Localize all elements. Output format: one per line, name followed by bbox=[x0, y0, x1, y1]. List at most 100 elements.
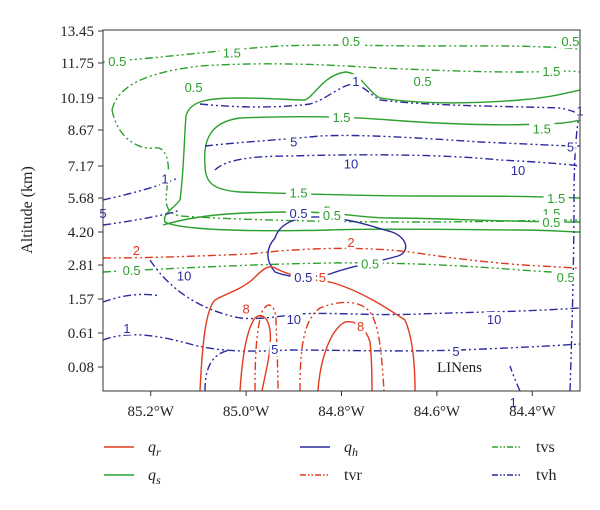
tvh-contour-5-left bbox=[103, 209, 181, 226]
contour-label: 10 bbox=[487, 312, 501, 327]
tvh-contour-1-low bbox=[103, 293, 161, 303]
contour-label-bg bbox=[508, 395, 519, 410]
contour-label: 0.5 bbox=[185, 80, 203, 95]
tvr-contour-2 bbox=[103, 247, 580, 269]
contour-label-bg bbox=[485, 311, 504, 326]
tvs-contour-1.5-top bbox=[111, 63, 580, 111]
contour-label: 2 bbox=[133, 243, 140, 258]
contour-label: 5 bbox=[271, 342, 278, 357]
contour-label-bg bbox=[355, 319, 366, 334]
contour-label: 0.5 bbox=[542, 215, 560, 230]
contour-label-bg bbox=[285, 205, 312, 220]
contour-label-bg bbox=[345, 234, 357, 249]
contour-label-bg bbox=[557, 34, 584, 49]
legend-label: tvr bbox=[344, 467, 362, 484]
qr-contour-5-left bbox=[199, 266, 416, 391]
contour-label: 8 bbox=[357, 319, 364, 334]
legend-label: tvh bbox=[536, 467, 556, 484]
contour-label: 8 bbox=[242, 301, 249, 316]
contour-label: 0.5 bbox=[361, 256, 379, 271]
tvh-contour-1-corner bbox=[509, 365, 521, 391]
y-tick-label: 13.45 bbox=[60, 24, 94, 40]
contour-label: 5 bbox=[319, 270, 326, 285]
tvh-contour-10 bbox=[214, 154, 580, 171]
contour-label: 1 bbox=[161, 171, 168, 186]
contour-label: 0.5 bbox=[557, 270, 575, 285]
contour-lines bbox=[103, 44, 580, 391]
contour-label: 0.5 bbox=[123, 263, 141, 278]
x-tick-label: 85.0°W bbox=[223, 404, 270, 420]
contour-label: 0.5 bbox=[342, 34, 360, 49]
contour-label: 5 bbox=[567, 139, 574, 154]
y-tick-label: 5.68 bbox=[68, 191, 94, 207]
contour-label: 1 bbox=[352, 74, 359, 89]
tvs-contour-right bbox=[111, 109, 580, 223]
contour-label-bg bbox=[240, 301, 252, 316]
x-tick-label: 84.6°W bbox=[414, 404, 461, 420]
y-tick-label: 0.61 bbox=[68, 326, 94, 342]
contour-label: 0.5 bbox=[323, 208, 341, 223]
contour-label-bg bbox=[219, 45, 245, 60]
y-tick-label: 11.75 bbox=[61, 56, 94, 72]
contour-label: 10 bbox=[344, 156, 358, 171]
qh-contour-0.5 bbox=[267, 216, 407, 278]
tvh-contour-1-bottom bbox=[103, 334, 580, 352]
contour-label: 0.5 bbox=[414, 74, 432, 89]
qr-contour-inner bbox=[239, 314, 272, 391]
contour-label-bg bbox=[319, 208, 345, 223]
legend: qr qs qh tvr tvs tvh bbox=[104, 439, 556, 487]
tvs-contour-0.5-top bbox=[103, 44, 580, 63]
contour-label-bg bbox=[409, 74, 436, 89]
tvh-contour-5-upper bbox=[204, 134, 580, 147]
contour-label-bg bbox=[104, 54, 130, 68]
contour-label: 2 bbox=[347, 235, 354, 250]
contour-label-bg bbox=[350, 74, 362, 89]
contour-label: 5 bbox=[452, 344, 459, 359]
y-tick-label: 8.67 bbox=[68, 123, 95, 139]
x-tick-label: 85.2°W bbox=[127, 404, 174, 420]
tvr-contour-8-right bbox=[299, 301, 385, 391]
tvs-contour-low bbox=[103, 262, 580, 275]
tvr-contour-8-left bbox=[254, 304, 279, 391]
contour-label-bg bbox=[328, 109, 355, 124]
qs-contour-0.5-wide bbox=[162, 211, 580, 226]
tvh-contour-5-bottom bbox=[204, 349, 231, 391]
contour-label-bg bbox=[285, 185, 312, 200]
contour-label: 1.5 bbox=[547, 191, 565, 206]
contour-label-bg bbox=[131, 243, 142, 258]
contour-label: 1.5 bbox=[290, 185, 308, 200]
contour-label: 1 bbox=[123, 321, 130, 336]
contour-label-bg bbox=[159, 171, 171, 186]
y-tick-label: 7.17 bbox=[68, 159, 95, 175]
legend-label: qs bbox=[148, 467, 161, 487]
contour-label-bg bbox=[509, 162, 527, 177]
y-tick-label: 10.19 bbox=[60, 91, 94, 107]
contour-label-bg bbox=[288, 134, 299, 149]
contour-label: 1.5 bbox=[542, 64, 560, 79]
tvh-contour-1-left bbox=[103, 177, 179, 201]
contour-label-bg bbox=[342, 156, 360, 171]
qs-contour-0.5-upper bbox=[179, 71, 580, 201]
y-axis-title: Altitude (km) bbox=[19, 166, 36, 254]
tvh-contour-right-edge bbox=[569, 109, 580, 391]
contour-label: 10 bbox=[511, 163, 525, 178]
contour-label: 1 bbox=[510, 395, 517, 410]
tvh-contour-1-upper bbox=[199, 83, 580, 115]
contour-label-bg bbox=[357, 256, 383, 271]
ensemble-annotation: LINens bbox=[437, 360, 482, 376]
qs-contour-1.5-mid bbox=[203, 115, 580, 166]
legend-label: qr bbox=[148, 439, 161, 459]
contour-label-bg bbox=[290, 269, 316, 284]
y-tick-label: 4.20 bbox=[68, 225, 94, 241]
contour-label-bg bbox=[565, 139, 576, 154]
y-tick-label: 1.57 bbox=[68, 292, 95, 308]
qs-contour-0.5-left bbox=[163, 199, 580, 233]
y-tick-label: 0.08 bbox=[68, 360, 94, 376]
y-tick-label: 2.81 bbox=[68, 258, 94, 274]
contour-label: 0.5 bbox=[290, 206, 308, 221]
legend-label: qh bbox=[344, 439, 358, 459]
contour-label-bg bbox=[121, 320, 133, 335]
contour-label: 0.5 bbox=[561, 34, 579, 49]
